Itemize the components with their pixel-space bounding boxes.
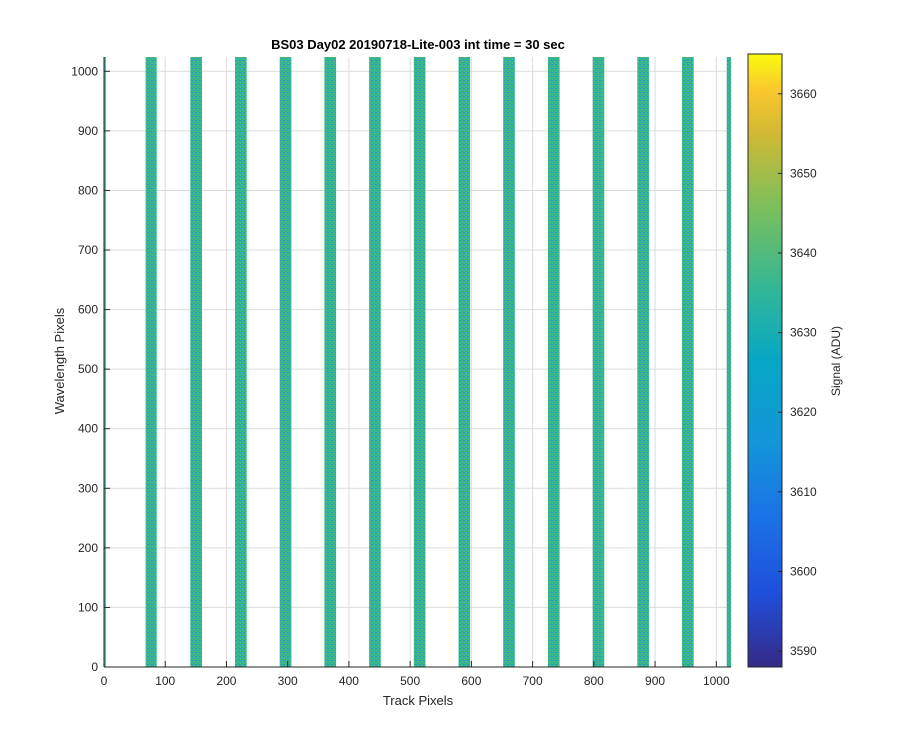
x-tick-label: 600 <box>461 674 481 688</box>
colorbar-tick-label: 3600 <box>790 564 817 578</box>
y-tick-label: 100 <box>78 600 98 614</box>
colorbar-tick-label: 3610 <box>790 485 817 499</box>
colorbar-label: Signal (ADU) <box>829 326 843 396</box>
colorbar-tick-label: 3620 <box>790 405 817 419</box>
x-tick-label: 800 <box>584 674 604 688</box>
x-tick-label: 0 <box>101 674 108 688</box>
y-tick-label: 300 <box>78 481 98 495</box>
y-tick-label: 500 <box>78 362 98 376</box>
signal-stripe <box>235 57 247 667</box>
signal-stripe <box>503 57 515 667</box>
colorbar-tick-label: 3640 <box>790 246 817 260</box>
x-tick-label: 200 <box>216 674 236 688</box>
chart-title: BS03 Day02 20190718-Lite-003 int time = … <box>271 37 565 52</box>
y-tick-label: 1000 <box>71 64 98 78</box>
colorbar-gradient <box>747 53 783 668</box>
y-tick-label: 200 <box>78 541 98 555</box>
x-tick-label: 900 <box>645 674 665 688</box>
signal-stripe <box>324 57 337 667</box>
colorbar-tick-label: 3650 <box>790 166 817 180</box>
colorbar-tick-label: 3590 <box>790 644 817 658</box>
y-tick-label: 800 <box>78 183 98 197</box>
signal-stripe <box>190 57 202 667</box>
y-tick-label: 700 <box>78 243 98 257</box>
signal-stripe <box>279 57 292 667</box>
signal-stripe <box>726 57 731 667</box>
axes-layer: 0 100 200 300 400 500 600 700 800 900 1000 0 100 200 3… <box>71 57 731 688</box>
x-axis-label: Track Pixels <box>383 693 454 708</box>
x-tick-label: 300 <box>278 674 298 688</box>
x-tick-label: 400 <box>339 674 359 688</box>
signal-stripe <box>369 57 381 667</box>
colorbar-tick-label: 3630 <box>790 326 817 340</box>
signal-stripe <box>413 57 426 667</box>
signal-stripe <box>145 57 157 667</box>
signal-stripe <box>592 57 605 667</box>
signal-stripe <box>547 57 560 667</box>
colorbar: 3590 3600 3610 3620 3630 3640 3650 3660 <box>747 53 817 668</box>
y-tick-label: 900 <box>78 124 98 138</box>
x-tick-label: 500 <box>400 674 420 688</box>
x-tick-label: 700 <box>523 674 543 688</box>
x-tick-label: 1000 <box>703 674 730 688</box>
colorbar-tick-label: 3660 <box>790 87 817 101</box>
y-tick-label: 400 <box>78 422 98 436</box>
stripes-layer <box>104 57 731 667</box>
y-tick-label: 0 <box>91 660 98 674</box>
signal-stripe <box>682 57 694 667</box>
y-axis-label: Wavelength Pixels <box>52 307 67 414</box>
y-tick-label: 600 <box>78 303 98 317</box>
x-tick-label: 100 <box>155 674 175 688</box>
signal-stripe <box>104 57 106 667</box>
signal-stripe <box>637 57 649 667</box>
signal-stripe <box>458 57 471 667</box>
